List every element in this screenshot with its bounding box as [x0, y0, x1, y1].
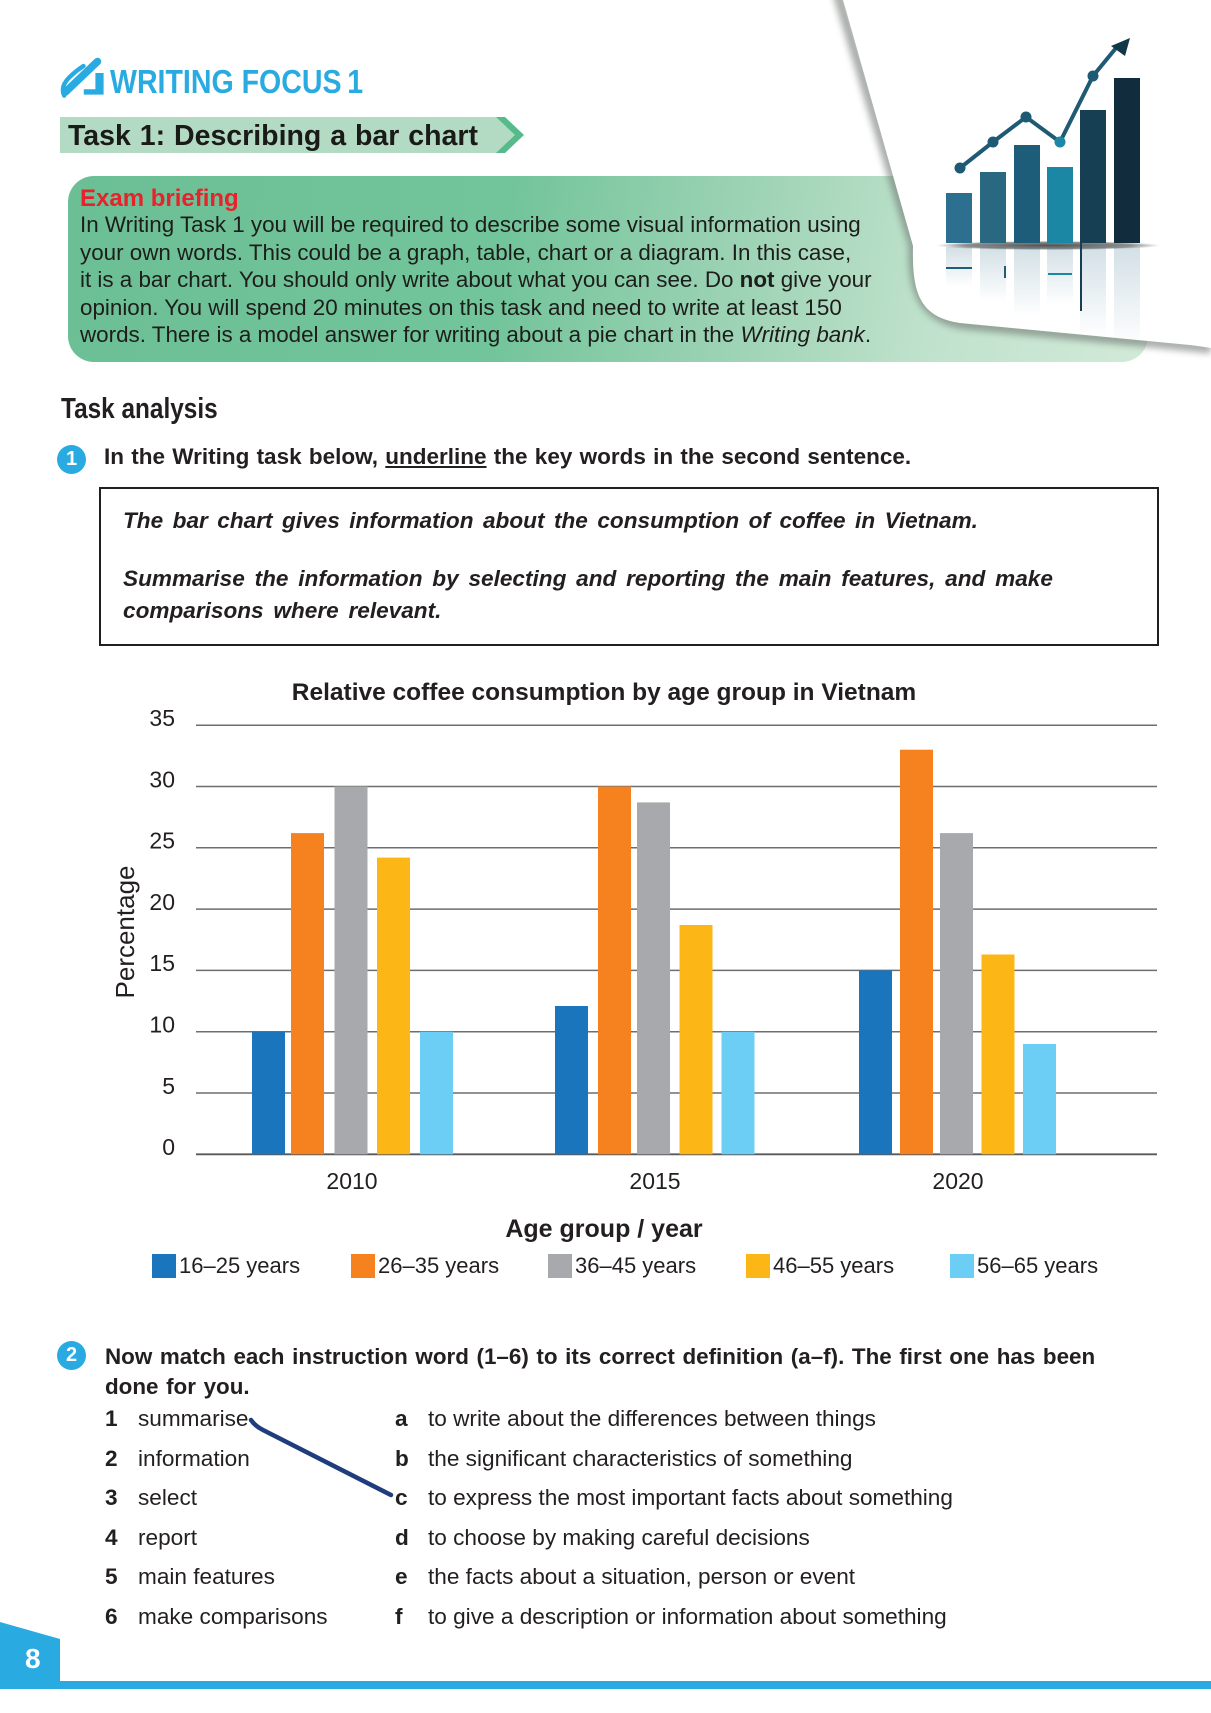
svg-text:46–55 years: 46–55 years	[773, 1253, 894, 1278]
svg-text:5: 5	[162, 1073, 175, 1099]
svg-text:0: 0	[162, 1134, 175, 1160]
svg-text:26–35 years: 26–35 years	[378, 1253, 499, 1278]
svg-text:Age group / year: Age group / year	[505, 1215, 703, 1243]
svg-text:30: 30	[149, 766, 175, 792]
svg-text:2015: 2015	[629, 1168, 680, 1194]
svg-text:20: 20	[149, 889, 175, 915]
svg-text:Percentage: Percentage	[110, 866, 140, 999]
svg-text:10: 10	[149, 1012, 175, 1038]
svg-text:2020: 2020	[932, 1168, 983, 1194]
svg-text:15: 15	[149, 950, 175, 976]
svg-text:56–65 years: 56–65 years	[977, 1253, 1098, 1278]
svg-text:25: 25	[149, 828, 175, 854]
svg-text:2010: 2010	[326, 1168, 377, 1194]
svg-text:36–45 years: 36–45 years	[575, 1253, 696, 1278]
svg-text:Relative coffee consumption by: Relative coffee consumption by age group…	[292, 679, 916, 706]
svg-text:16–25 years: 16–25 years	[179, 1253, 300, 1278]
svg-text:35: 35	[149, 705, 175, 731]
